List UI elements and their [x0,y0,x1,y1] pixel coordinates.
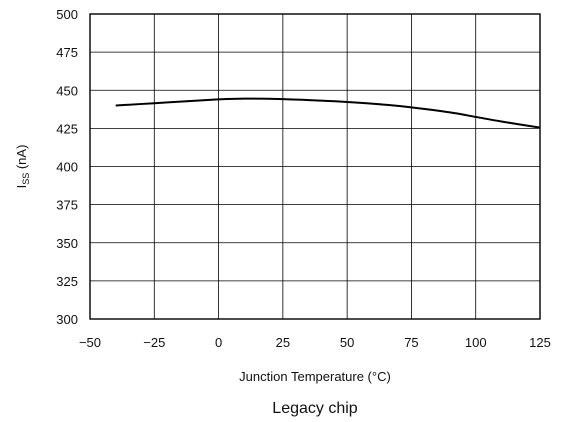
y-tick-label: 300 [56,312,78,327]
x-tick-label: 0 [215,335,222,350]
y-tick-label: 325 [56,274,78,289]
x-tick-label: 25 [276,335,290,350]
x-tick-label: 125 [529,335,551,350]
y-tick-label: 450 [56,83,78,98]
y-tick-label: 425 [56,121,78,136]
y-axis-label: ISS (nA) [14,145,31,189]
y-tick-labels: 300 325 350 375 400 425 450 475 500 [56,7,78,327]
y-axis-label-unit: (nA) [14,145,29,173]
y-tick-label: 475 [56,45,78,60]
grid [89,13,541,320]
x-axis-label: Junction Temperature (°C) [239,369,391,384]
x-tick-label: 50 [340,335,354,350]
x-tick-label: 100 [465,335,487,350]
y-tick-label: 375 [56,198,78,213]
y-tick-label: 400 [56,160,78,175]
x-tick-labels: −50 −25 0 25 50 75 100 125 [79,335,551,350]
y-tick-label: 500 [56,7,78,22]
plot-frame [89,13,541,320]
x-tick-label: 75 [404,335,418,350]
y-axis-label-main: I [14,185,29,189]
x-tick-label: −50 [79,335,101,350]
y-axis-label-subscript: SS [21,173,31,185]
chart-caption: Legacy chip [272,400,357,417]
x-tick-label: −25 [143,335,165,350]
y-tick-label: 350 [56,236,78,251]
series-line [115,97,541,129]
